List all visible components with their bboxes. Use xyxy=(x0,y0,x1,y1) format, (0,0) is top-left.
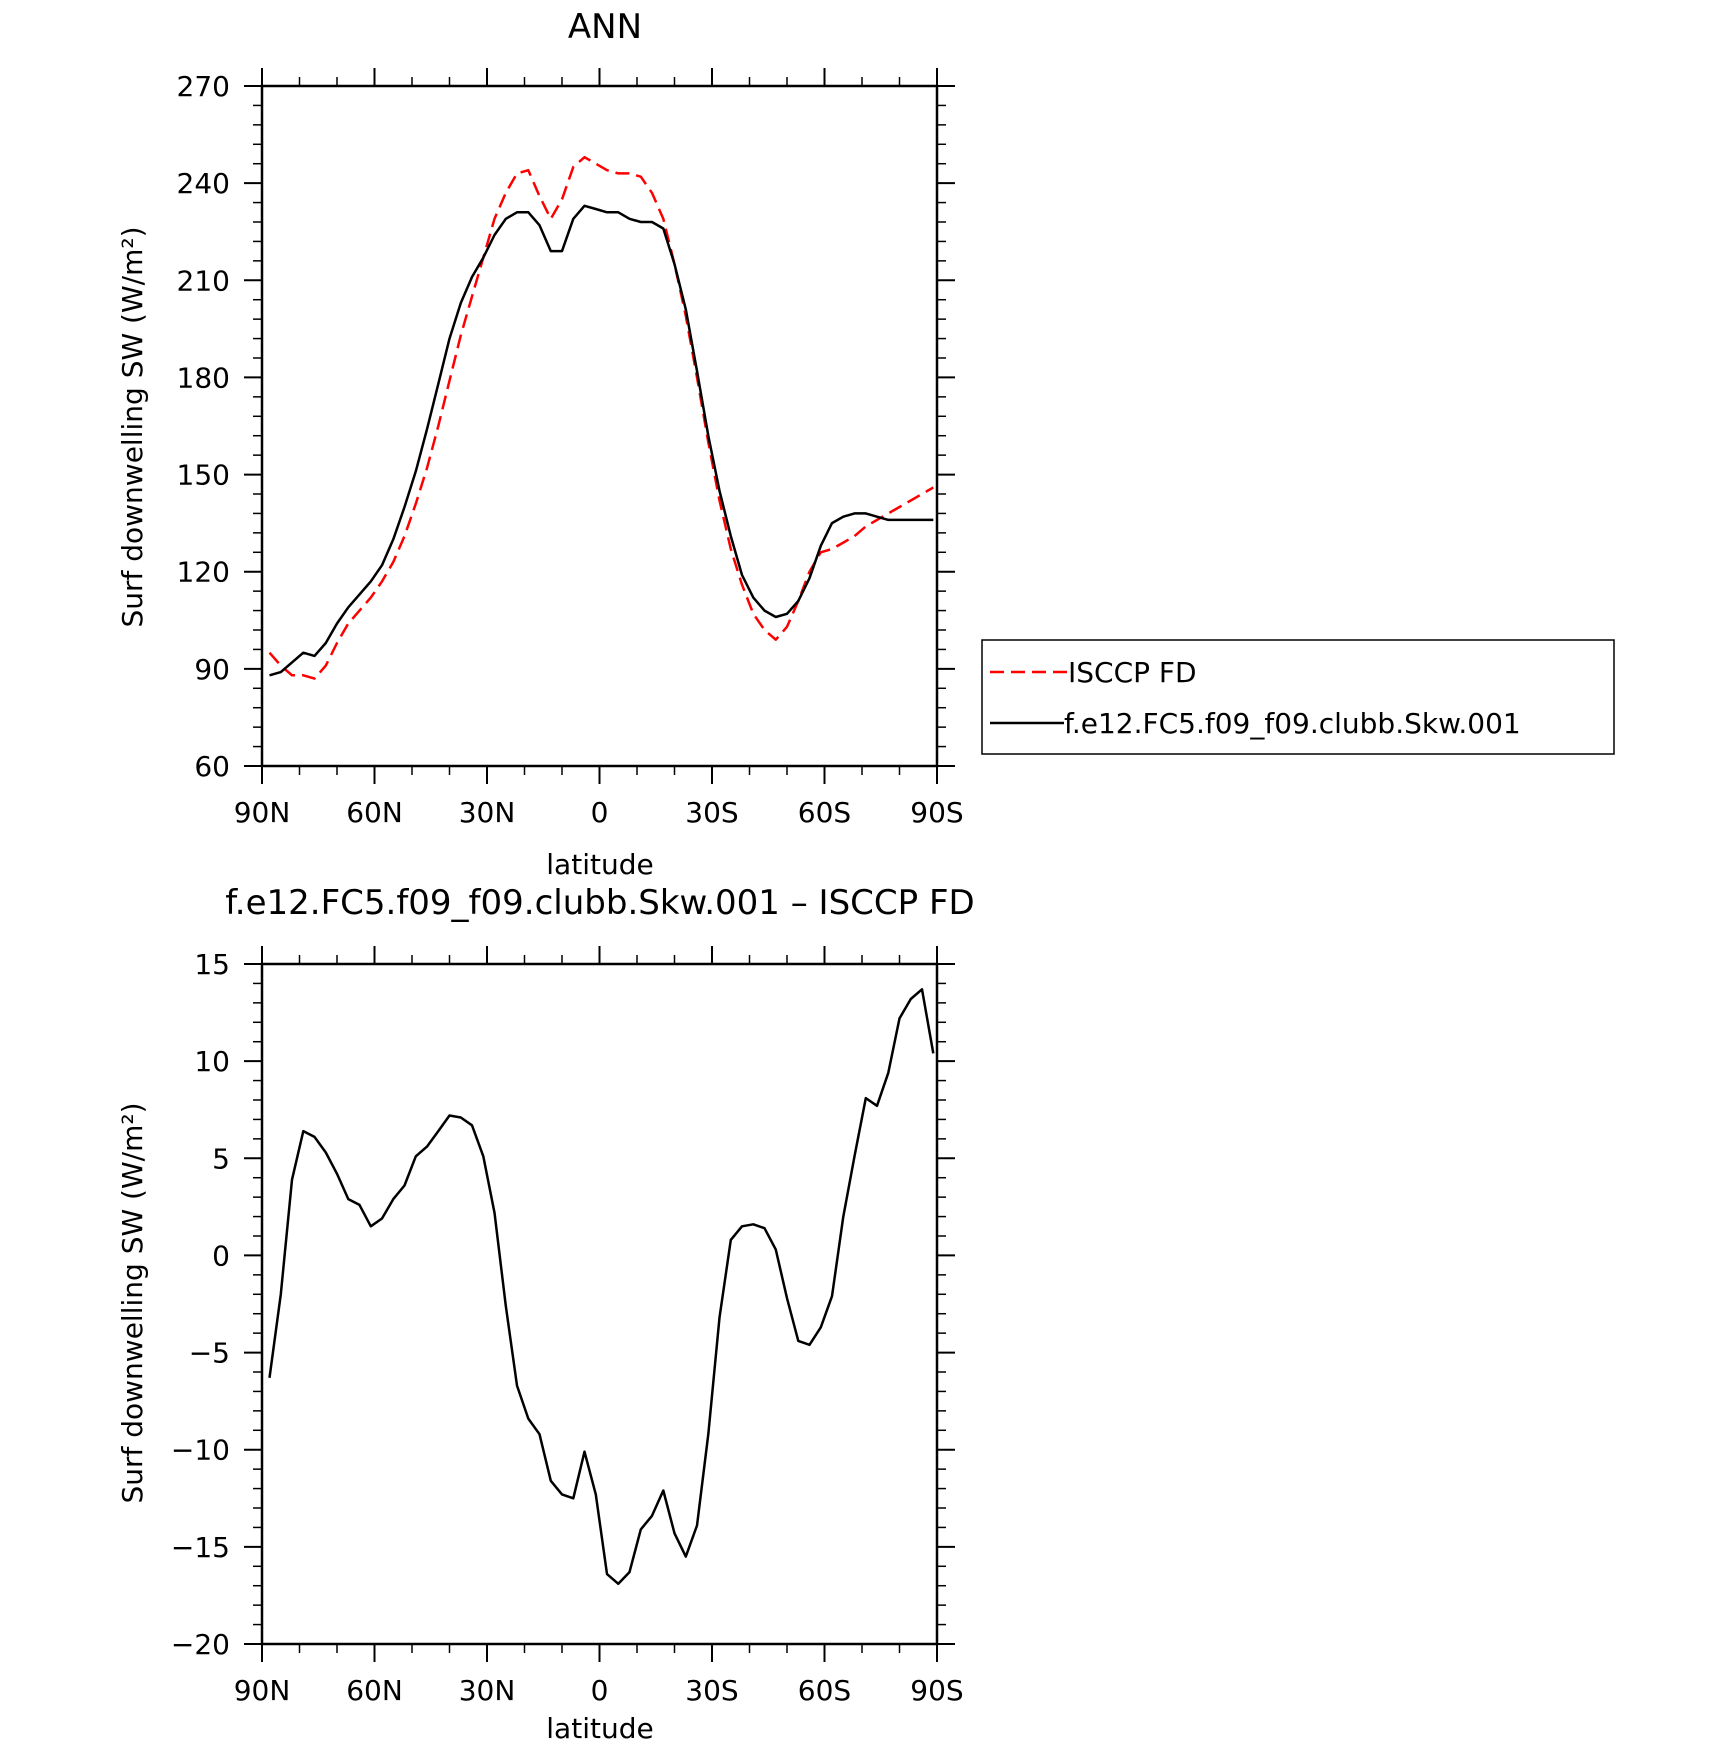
top-y-tick-label: 120 xyxy=(177,556,230,589)
top-y-axis-label: Surf downwelling SW (W/m²) xyxy=(116,226,149,627)
bottom-y-tick-label: 0 xyxy=(212,1239,230,1272)
bottom-x-axis-label: latitude xyxy=(546,1712,653,1745)
bottom-y-tick-label: 15 xyxy=(194,948,230,981)
bottom-x-tick-label: 60S xyxy=(798,1674,851,1707)
bottom-x-tick-label: 90S xyxy=(910,1674,963,1707)
top-series-group xyxy=(268,155,934,680)
top-x-tick-label: 90S xyxy=(910,796,963,829)
bottom-y-tick-label: 10 xyxy=(194,1045,230,1078)
bottom-series-line-0 xyxy=(268,988,935,1586)
top-x-axis-label: latitude xyxy=(546,848,653,881)
top-y-tick-label: 150 xyxy=(177,459,230,492)
bottom-ticks: 90N 60N 30N 0 30S 60S 90S −20 −15 −10 −5 0 5 10 15 xyxy=(171,946,964,1707)
bottom-x-tick-label: 30S xyxy=(685,1674,738,1707)
top-x-tick-label: 30S xyxy=(685,796,738,829)
top-panel: ANN 90N 60N 30N 0 30S 60S 90S 60 90 120 150 180 210 2… xyxy=(116,7,1615,881)
bottom-y-tick-label: −20 xyxy=(171,1628,230,1661)
legend-label-isccp: ISCCP FD xyxy=(1068,656,1197,689)
bottom-y-tick-label: −15 xyxy=(171,1531,230,1564)
top-x-tick-label: 60S xyxy=(798,796,851,829)
bottom-y-tick-label: 5 xyxy=(212,1142,230,1175)
top-ticks: 90N 60N 30N 0 30S 60S 90S 60 90 120 150 180 210 240 27… xyxy=(177,68,964,829)
top-y-tick-label: 90 xyxy=(194,653,230,686)
top-y-tick-label: 210 xyxy=(177,264,230,297)
bottom-panel-title: f.e12.FC5.f09_f09.clubb.Skw.001 – ISCCP … xyxy=(225,883,974,923)
legend-box xyxy=(981,639,1615,755)
top-x-tick-label: 60N xyxy=(346,796,403,829)
bottom-y-tick-label: −10 xyxy=(171,1434,230,1467)
top-series-line-0 xyxy=(268,155,934,680)
legend: ISCCP FD f.e12.FC5.f09_f09.clubb.Skw.001 xyxy=(981,639,1615,755)
top-x-tick-label: 30N xyxy=(459,796,516,829)
top-panel-title: ANN xyxy=(568,7,642,47)
bottom-plot-frame xyxy=(260,962,939,1646)
bottom-x-tick-label: 30N xyxy=(459,1674,516,1707)
top-series-line-1 xyxy=(269,204,934,677)
legend-label-model: f.e12.FC5.f09_f09.clubb.Skw.001 xyxy=(1064,707,1521,740)
bottom-x-tick-label: 0 xyxy=(591,1674,609,1707)
top-x-tick-label: 0 xyxy=(591,796,609,829)
top-y-tick-label: 180 xyxy=(177,361,230,394)
top-x-tick-label: 90N xyxy=(234,796,291,829)
bottom-y-tick-label: −5 xyxy=(189,1337,230,1370)
bottom-series-group xyxy=(268,988,935,1586)
bottom-x-tick-label: 60N xyxy=(346,1674,403,1707)
top-plot-frame xyxy=(260,84,939,768)
bottom-y-axis-label: Surf downwelling SW (W/m²) xyxy=(116,1102,149,1503)
bottom-panel: f.e12.FC5.f09_f09.clubb.Skw.001 – ISCCP … xyxy=(116,883,975,1745)
top-y-tick-label: 240 xyxy=(177,167,230,200)
bottom-x-tick-label: 90N xyxy=(234,1674,291,1707)
top-y-tick-label: 60 xyxy=(194,750,230,783)
top-y-tick-label: 270 xyxy=(177,70,230,103)
